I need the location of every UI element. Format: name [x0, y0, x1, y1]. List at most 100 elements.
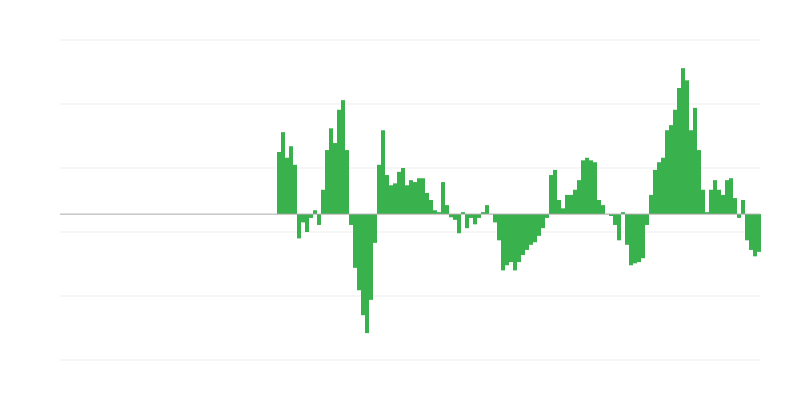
bar — [465, 214, 469, 229]
bar — [553, 169, 557, 215]
bar — [537, 214, 541, 236]
bar — [317, 214, 321, 225]
bar — [617, 214, 621, 241]
bar — [301, 214, 305, 223]
bar — [589, 160, 593, 215]
bar — [701, 189, 705, 215]
bar — [481, 212, 485, 215]
bar — [505, 214, 509, 266]
bar — [289, 146, 293, 215]
bar — [413, 182, 417, 215]
bar — [429, 200, 433, 215]
bar — [749, 214, 753, 250]
bar — [681, 68, 685, 215]
bar — [313, 210, 317, 215]
bar — [345, 150, 349, 215]
bar — [581, 160, 585, 215]
bar — [565, 194, 569, 215]
bar — [573, 189, 577, 215]
bar — [745, 214, 749, 241]
bar — [477, 214, 481, 218]
bar — [513, 214, 517, 271]
bar — [633, 214, 637, 264]
bar — [717, 189, 721, 215]
bar — [357, 214, 361, 291]
bar — [421, 178, 425, 215]
bar — [625, 214, 629, 245]
bar — [341, 100, 345, 215]
bar — [641, 214, 645, 259]
bar — [305, 214, 309, 232]
bar — [353, 214, 357, 268]
bar — [561, 208, 565, 215]
bar — [685, 80, 689, 215]
bar — [741, 200, 745, 215]
bar — [737, 214, 741, 218]
bar — [381, 130, 385, 215]
bar — [285, 157, 289, 215]
bar — [337, 109, 341, 215]
bar — [597, 200, 601, 215]
bar — [325, 150, 329, 215]
bar — [693, 107, 697, 215]
bar — [457, 214, 461, 234]
bar — [569, 194, 573, 215]
bar — [657, 162, 661, 215]
bar — [725, 180, 729, 215]
bar — [453, 214, 457, 220]
bar — [329, 128, 333, 215]
bar — [385, 175, 389, 215]
bar — [373, 214, 377, 243]
bar — [509, 214, 513, 263]
bar — [309, 214, 313, 218]
bar — [585, 157, 589, 215]
bar — [389, 185, 393, 215]
gridlines — [60, 39, 760, 361]
bar — [709, 189, 713, 215]
bar — [577, 180, 581, 215]
bar — [677, 88, 681, 215]
bar — [493, 214, 497, 223]
bar — [417, 178, 421, 215]
bar — [441, 182, 445, 215]
bar — [533, 214, 537, 243]
bar — [393, 183, 397, 215]
bar — [545, 214, 549, 218]
bar — [369, 214, 373, 300]
bar — [449, 214, 453, 218]
bar — [349, 214, 353, 225]
bar — [437, 212, 441, 215]
bar — [697, 150, 701, 215]
bar — [497, 214, 501, 241]
bar — [321, 189, 325, 215]
bar — [721, 194, 725, 215]
bar — [757, 214, 761, 252]
bar — [601, 205, 605, 215]
bar — [541, 214, 545, 229]
bar — [665, 130, 669, 215]
bar — [297, 214, 301, 239]
bar — [753, 214, 757, 257]
bar — [425, 192, 429, 215]
bar — [365, 214, 369, 334]
bar — [521, 214, 525, 256]
bar — [713, 180, 717, 215]
bar — [405, 185, 409, 215]
bar — [445, 205, 449, 215]
bars — [277, 68, 761, 334]
bar — [529, 214, 533, 245]
bar — [673, 109, 677, 215]
bar — [525, 214, 529, 250]
bar — [461, 212, 465, 215]
bar — [473, 214, 477, 225]
bar — [653, 169, 657, 215]
bar — [557, 200, 561, 215]
bar — [733, 198, 737, 215]
bar — [549, 175, 553, 215]
bar — [609, 214, 613, 216]
bar — [361, 214, 365, 316]
bar — [277, 152, 281, 215]
bar — [661, 157, 665, 215]
bar — [637, 214, 641, 263]
